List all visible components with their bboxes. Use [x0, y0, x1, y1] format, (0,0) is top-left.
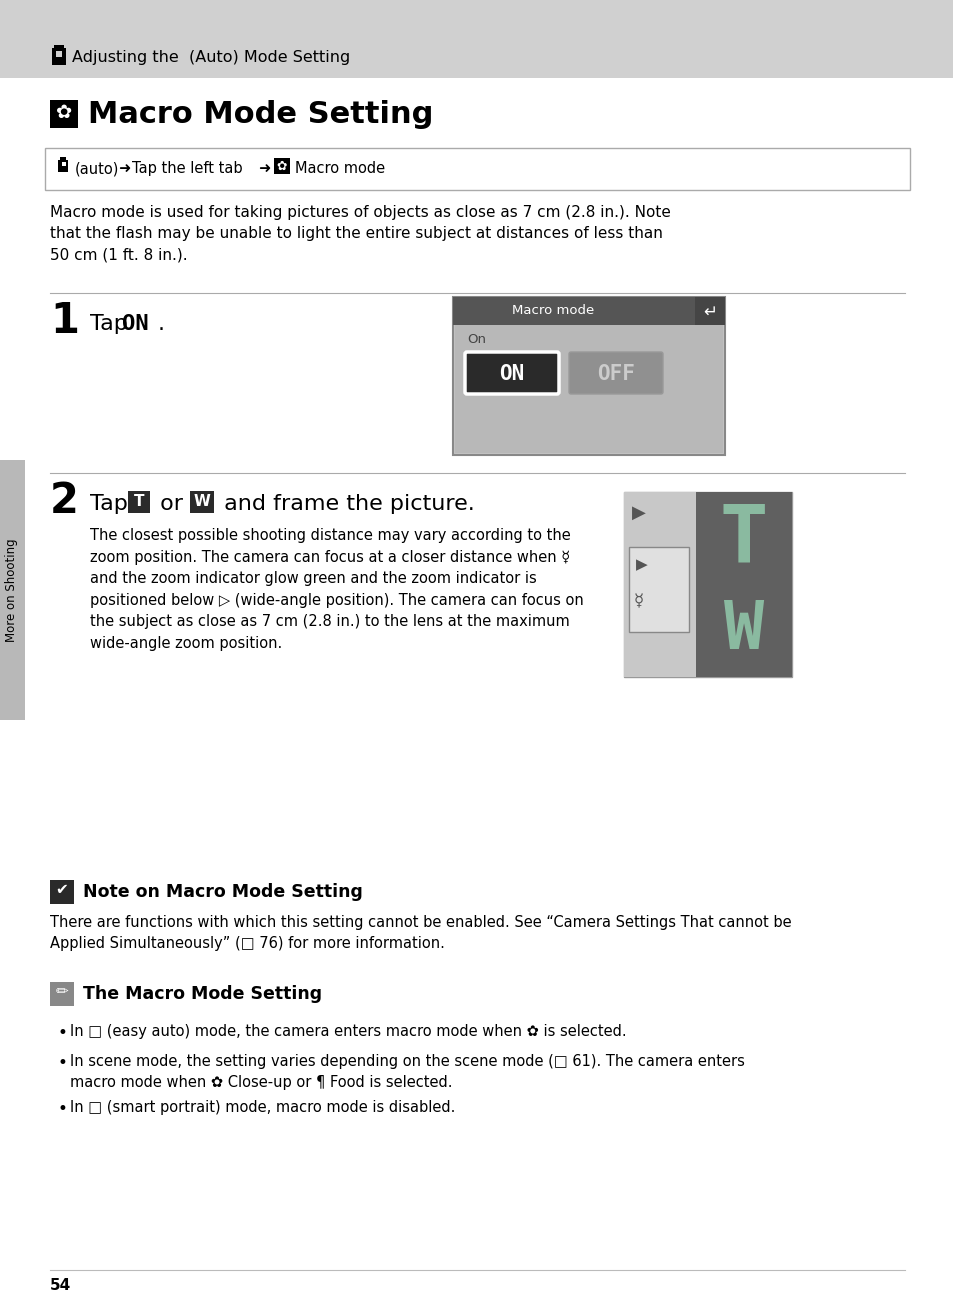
Text: In □ (easy auto) mode, the camera enters macro mode when ✿ is selected.: In □ (easy auto) mode, the camera enters… [70, 1024, 626, 1039]
Text: Macro mode: Macro mode [294, 162, 385, 176]
Bar [50, 100, 78, 127]
Text: •: • [58, 1024, 68, 1042]
Text: On: On [467, 332, 485, 346]
Bar [696, 491, 791, 677]
Text: ✏: ✏ [55, 984, 69, 999]
Text: W: W [193, 494, 211, 509]
Text: •: • [58, 1054, 68, 1072]
Text: Macro Mode Setting: Macro Mode Setting [88, 100, 433, 129]
Text: In scene mode, the setting varies depending on the scene mode (□ 61). The camera: In scene mode, the setting varies depend… [70, 1054, 744, 1091]
Text: The closest possible shooting distance may vary according to the
zoom position. : The closest possible shooting distance m… [90, 528, 583, 650]
Text: Note on Macro Mode Setting: Note on Macro Mode Setting [83, 883, 362, 901]
Bar [54, 45, 64, 50]
Bar [453, 297, 724, 455]
Bar [628, 547, 688, 632]
FancyBboxPatch shape [568, 352, 662, 394]
Bar [60, 156, 66, 162]
Text: and frame the picture.: and frame the picture. [216, 494, 475, 514]
Bar [0, 0, 953, 78]
Bar [190, 491, 213, 512]
Text: ☿: ☿ [634, 593, 643, 610]
Bar [50, 982, 74, 1007]
Bar [455, 325, 722, 453]
Text: .: . [158, 314, 165, 334]
Bar [58, 160, 68, 172]
Bar [623, 491, 791, 677]
Text: T: T [133, 494, 144, 509]
Text: (auto): (auto) [75, 162, 119, 176]
Text: ▶: ▶ [636, 557, 647, 572]
Text: Tap: Tap [90, 494, 135, 514]
Text: ▶: ▶ [631, 505, 645, 522]
Text: OFF: OFF [597, 364, 635, 384]
Text: 54: 54 [50, 1279, 71, 1293]
Text: ✿: ✿ [276, 160, 287, 173]
Text: ↵: ↵ [702, 304, 717, 321]
Text: ➜: ➜ [257, 162, 270, 176]
Text: 2: 2 [50, 480, 79, 522]
Text: ✿: ✿ [56, 102, 72, 122]
Text: The Macro Mode Setting: The Macro Mode Setting [83, 986, 322, 1003]
Text: ✔: ✔ [55, 882, 69, 897]
Text: Tap the left tab: Tap the left tab [132, 162, 242, 176]
Bar [52, 49, 66, 64]
Text: Macro mode: Macro mode [512, 304, 594, 317]
Text: •: • [58, 1100, 68, 1118]
Bar [45, 148, 909, 191]
Bar [453, 297, 695, 325]
Bar [62, 162, 66, 166]
Text: 1: 1 [50, 300, 79, 342]
Bar [695, 297, 724, 325]
Bar [56, 51, 62, 57]
Text: ON: ON [122, 314, 149, 334]
Bar [0, 460, 25, 720]
Text: Macro mode is used for taking pictures of objects as close as 7 cm (2.8 in.). No: Macro mode is used for taking pictures o… [50, 205, 670, 261]
Text: ➜: ➜ [118, 162, 131, 176]
Bar [623, 491, 696, 677]
Text: W: W [723, 597, 763, 664]
Text: T: T [719, 501, 767, 578]
Text: Adjusting the  (Auto) Mode Setting: Adjusting the (Auto) Mode Setting [71, 50, 350, 64]
Text: Tap: Tap [90, 314, 135, 334]
FancyBboxPatch shape [464, 352, 558, 394]
Text: ON: ON [498, 364, 524, 384]
Bar [274, 158, 290, 173]
Text: In □ (smart portrait) mode, macro mode is disabled.: In □ (smart portrait) mode, macro mode i… [70, 1100, 455, 1116]
Bar [128, 491, 150, 512]
Text: More on Shooting: More on Shooting [6, 539, 18, 641]
Text: or: or [152, 494, 190, 514]
Bar [50, 880, 74, 904]
Text: There are functions with which this setting cannot be enabled. See “Camera Setti: There are functions with which this sett… [50, 915, 791, 951]
